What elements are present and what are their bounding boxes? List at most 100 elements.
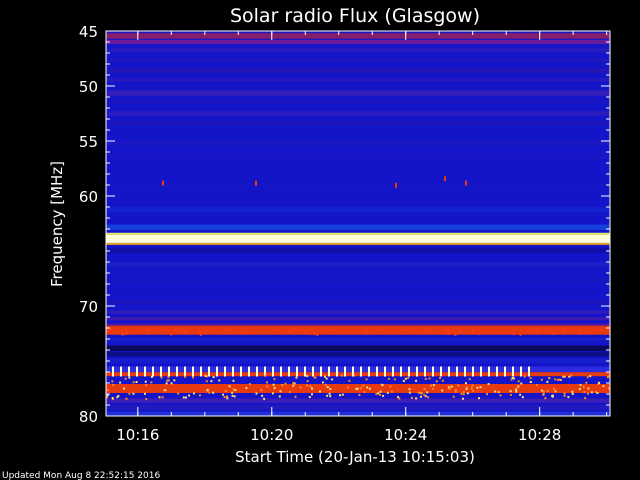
noise-speck bbox=[128, 392, 131, 395]
y-axis-label: Frequency [MHz] bbox=[48, 161, 66, 287]
noise-speck bbox=[404, 377, 407, 380]
noise-speck bbox=[427, 396, 430, 399]
noise-speck bbox=[390, 390, 393, 393]
emission-row bbox=[106, 310, 610, 314]
noise-speck bbox=[264, 374, 267, 377]
noise-speck bbox=[363, 391, 366, 394]
noise-speck bbox=[485, 393, 488, 396]
noise-speck bbox=[145, 384, 148, 387]
noise-speck bbox=[132, 392, 135, 395]
noise-speck bbox=[150, 381, 153, 384]
noise-speck bbox=[377, 392, 380, 395]
noise-speck bbox=[595, 390, 598, 393]
noise-speck bbox=[607, 375, 610, 378]
x-tick-label: 10:20 bbox=[250, 426, 293, 444]
noise-speck bbox=[420, 392, 423, 395]
noise-speck bbox=[415, 379, 418, 382]
noise-speck bbox=[462, 393, 465, 396]
noise-speck bbox=[479, 386, 482, 389]
noise-speck bbox=[424, 395, 427, 398]
noise-speck bbox=[435, 380, 438, 383]
noise-speck bbox=[321, 381, 324, 384]
interference-spike bbox=[144, 366, 146, 377]
noise-speck bbox=[600, 329, 603, 332]
emission-row bbox=[106, 90, 610, 96]
background-fill bbox=[106, 31, 610, 416]
noise-speck bbox=[472, 330, 475, 333]
noise-speck bbox=[544, 330, 547, 333]
noise-speck bbox=[578, 332, 581, 335]
y-tick-label: 60 bbox=[79, 188, 98, 206]
emission-row bbox=[106, 317, 610, 321]
noise-speck bbox=[232, 379, 235, 382]
x-tick-label: 10:28 bbox=[518, 426, 561, 444]
noise-speck bbox=[218, 379, 221, 382]
noise-speck bbox=[431, 387, 434, 390]
noise-speck bbox=[397, 396, 400, 399]
y-tick-label: 50 bbox=[79, 78, 98, 96]
noise-speck bbox=[316, 333, 319, 336]
interference-spike bbox=[440, 366, 442, 377]
interference-spike bbox=[200, 366, 202, 377]
noise-speck bbox=[156, 328, 159, 331]
interference-spike bbox=[320, 366, 322, 377]
interference-spike bbox=[264, 366, 266, 377]
noise-speck bbox=[571, 392, 574, 395]
noise-speck bbox=[323, 375, 326, 378]
emission-row bbox=[106, 39, 610, 45]
interference-spike bbox=[448, 366, 450, 377]
noise-speck bbox=[106, 396, 109, 399]
noise-speck bbox=[459, 329, 462, 332]
noise-speck bbox=[341, 393, 344, 396]
noise-speck bbox=[170, 333, 173, 336]
noise-speck bbox=[139, 330, 142, 333]
noise-speck bbox=[567, 396, 570, 399]
noise-speck bbox=[408, 388, 411, 391]
interference-spike bbox=[416, 366, 418, 377]
noise-speck bbox=[205, 375, 208, 378]
noise-speck bbox=[554, 390, 557, 393]
noise-speck bbox=[419, 395, 422, 398]
noise-speck bbox=[204, 375, 207, 378]
interference-spike bbox=[120, 366, 122, 377]
noise-speck bbox=[326, 386, 329, 389]
noise-speck bbox=[447, 332, 450, 335]
interference-spike bbox=[432, 366, 434, 377]
noise-speck bbox=[313, 376, 316, 379]
noise-speck bbox=[188, 394, 191, 397]
noise-speck bbox=[266, 385, 269, 388]
noise-speck bbox=[125, 330, 128, 333]
emission-row bbox=[106, 358, 610, 364]
noise-speck bbox=[112, 383, 115, 386]
noise-speck bbox=[150, 375, 153, 378]
noise-speck bbox=[126, 332, 129, 335]
noise-speck bbox=[228, 328, 231, 331]
interference-spike bbox=[424, 366, 426, 377]
interference-spike bbox=[444, 176, 446, 182]
noise-speck bbox=[470, 387, 473, 390]
noise-speck bbox=[185, 330, 188, 333]
noise-speck bbox=[542, 393, 545, 396]
noise-speck bbox=[224, 390, 227, 393]
noise-speck bbox=[517, 385, 520, 388]
noise-speck bbox=[272, 383, 275, 386]
noise-speck bbox=[548, 377, 551, 380]
emission-row bbox=[106, 68, 610, 73]
noise-speck bbox=[526, 330, 529, 333]
emission-row bbox=[106, 155, 610, 159]
emission-row bbox=[106, 262, 610, 267]
noise-speck bbox=[439, 376, 442, 379]
interference-spike bbox=[512, 366, 514, 377]
noise-speck bbox=[358, 394, 361, 397]
emission-row bbox=[106, 182, 610, 187]
emission-row bbox=[106, 366, 610, 372]
noise-speck bbox=[510, 378, 513, 381]
y-tick-label: 45 bbox=[79, 23, 98, 41]
noise-speck bbox=[166, 379, 169, 382]
emission-row bbox=[106, 111, 610, 116]
noise-speck bbox=[515, 389, 518, 392]
noise-speck bbox=[419, 331, 422, 334]
noise-speck bbox=[279, 390, 282, 393]
noise-speck bbox=[540, 378, 543, 381]
noise-speck bbox=[562, 375, 565, 378]
